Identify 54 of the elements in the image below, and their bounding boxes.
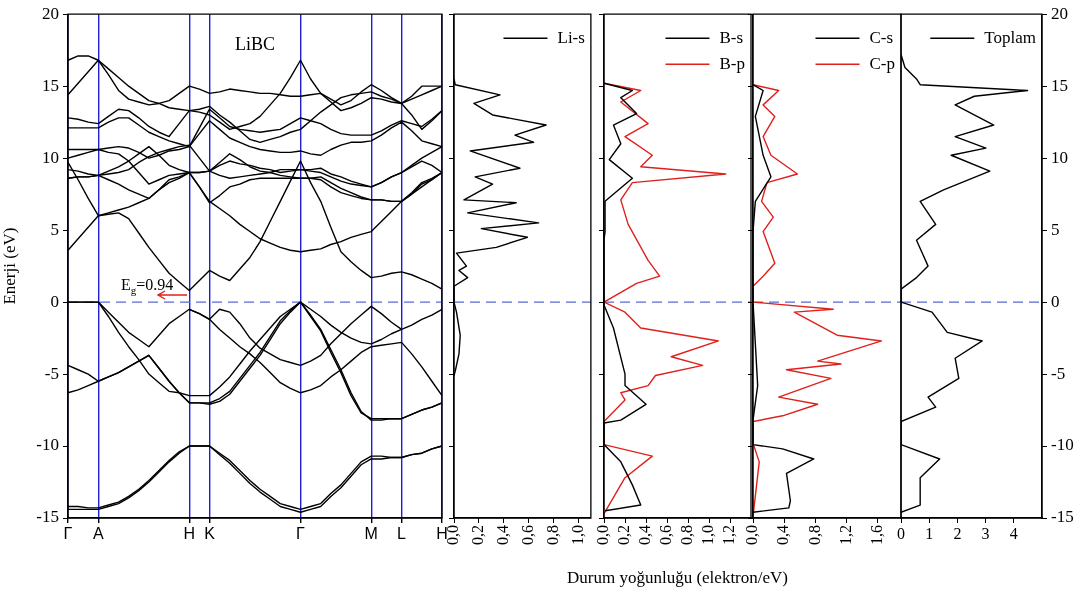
- y-tick-label: -5: [44, 363, 59, 383]
- y-tick-label: 5: [1051, 219, 1060, 239]
- y-tick-label: 0: [50, 291, 59, 311]
- x-tick-label: Γ: [296, 525, 306, 543]
- x-tick-label: H: [183, 525, 196, 543]
- x-tick-label: 0,0: [594, 525, 612, 545]
- x-tick-label: 1,6: [867, 525, 885, 545]
- y-tick-label: -10: [1051, 435, 1074, 455]
- x-tick-label: 1: [925, 524, 934, 542]
- x-tick-label: 4: [1009, 524, 1018, 542]
- x-tick-label: 2: [953, 524, 962, 542]
- x-tick-label: 1,0: [699, 525, 717, 545]
- x-tick-label: 3: [981, 524, 990, 542]
- legend-label: Toplam: [984, 27, 1037, 47]
- legend-label: B-s: [719, 27, 744, 47]
- x-tick-label: K: [204, 525, 216, 543]
- y-tick-label: -10: [36, 435, 59, 455]
- text: LiBC: [235, 34, 276, 55]
- y-tick-label: -15: [1051, 507, 1074, 527]
- legend-label: C-p: [869, 53, 895, 73]
- x-tick-label: A: [92, 525, 104, 543]
- legend-label: C-s: [869, 27, 894, 47]
- x-tick-label: 0,0: [743, 525, 761, 545]
- y-tick-label: 0: [1051, 291, 1060, 311]
- x-tick-label: Γ: [63, 525, 73, 543]
- y-tick-label: 5: [50, 219, 59, 239]
- y-tick-label: 15: [42, 75, 59, 95]
- x-tick-label: 1,2: [836, 525, 854, 545]
- x-tick-label: L: [397, 525, 407, 543]
- y-tick-label: 20: [1051, 3, 1068, 23]
- y-tick-label: 20: [42, 3, 59, 23]
- x-tick-label: 0,8: [678, 525, 696, 545]
- x-tick-label: 0,2: [469, 525, 487, 545]
- x-tick-label: 0: [897, 524, 905, 542]
- x-axis-title: Durum yoğunluğu (elektron/eV): [567, 568, 788, 588]
- x-tick-label: 0,4: [493, 525, 511, 545]
- x-tick-label: 0,2: [615, 525, 633, 545]
- x-tick-label: 0,4: [636, 525, 654, 545]
- y-tick-label: -15: [36, 507, 59, 527]
- legend-label: B-p: [719, 53, 745, 73]
- x-tick-label: M: [364, 525, 378, 543]
- x-tick-label: 0,8: [805, 525, 823, 545]
- y-tick-label: -5: [1051, 363, 1066, 383]
- x-tick-label: 0,4: [774, 525, 792, 545]
- y-tick-label: 15: [1051, 75, 1068, 95]
- x-tick-label: 1,2: [720, 525, 738, 545]
- y-tick-label: 10: [1051, 147, 1068, 167]
- x-tick-label: 1,0: [568, 525, 586, 545]
- x-tick-label: 0,6: [518, 525, 536, 545]
- y-axis-title: Enerji (eV): [0, 227, 19, 305]
- y-tick-label: 10: [42, 147, 59, 167]
- x-tick-label: 0,8: [543, 525, 561, 545]
- x-tick-label: 0,6: [657, 525, 675, 545]
- legend-label: Li-s: [557, 27, 585, 47]
